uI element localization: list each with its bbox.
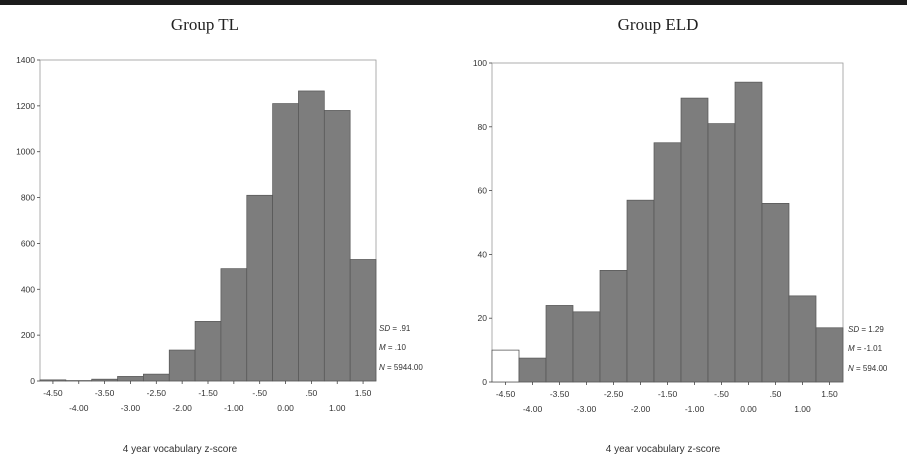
chart2-xtick-label: -2.00 (631, 404, 651, 414)
chart2-stat-sd-value: = 1.29 (859, 325, 884, 334)
chart2-stat-sd-label: SD (848, 325, 859, 334)
chart2-xtick-label: -1.00 (685, 404, 705, 414)
chart1-bar (117, 376, 144, 382)
chart1-ytick-label: 1400 (16, 55, 35, 65)
chart2-stat-n-value: = 594.00 (854, 364, 888, 373)
chart2-bar (707, 123, 736, 383)
chart2-bar (761, 203, 790, 383)
chart1-xtick-label: -4.00 (69, 403, 89, 413)
chart2-xtick-label: -4.00 (523, 404, 543, 414)
chart2-xtick-label: 1.50 (821, 389, 838, 399)
chart1-stat-sd-value: = .91 (390, 324, 411, 333)
chart2-xtick-label: -4.50 (496, 389, 516, 399)
chart2-stat-m: M = -1.01 (848, 344, 883, 353)
chart1-ytick-label: 400 (21, 284, 35, 294)
chart1-ytick-label: 0 (30, 376, 35, 386)
chart2-xtick-label: .50 (770, 389, 782, 399)
top-rule (0, 0, 907, 5)
chart1-ytick-label: 200 (21, 330, 35, 340)
chart1-stat-n: N = 5944.00 (379, 363, 423, 372)
chart2-bar (734, 81, 763, 383)
chart2-stat-sd: SD = 1.29 (848, 325, 884, 334)
chart2-xtick-label: -3.50 (550, 389, 570, 399)
chart2-stat-m-label: M (848, 344, 855, 353)
chart1-xtick-label: -4.50 (43, 388, 63, 398)
chart2-xlabel: 4 year vocabulary z-score (606, 444, 721, 455)
chart1-stat-m-label: M (379, 343, 386, 352)
chart2-bar (572, 311, 601, 383)
chart1-bar (220, 268, 248, 382)
chart1-ytick-label: 600 (21, 238, 35, 248)
chart1-bar (272, 103, 299, 382)
chart1-xtick-label: -3.50 (95, 388, 115, 398)
chart2-ytick-label: 20 (478, 313, 488, 323)
chart2-bar (815, 327, 844, 383)
chart1-xtick-label: -2.00 (172, 403, 192, 413)
chart2-xtick-label: 1.00 (794, 404, 811, 414)
chart1-xtick-label: 0.00 (277, 403, 294, 413)
chart2-xtick-label: -2.50 (604, 389, 624, 399)
chart1-xtick-label: -2.50 (147, 388, 167, 398)
chart1-xtick-label: -3.00 (121, 403, 141, 413)
chart2-ytick-label: 60 (478, 186, 488, 196)
chart2-bar (518, 357, 547, 383)
chart2-xtick-label: -1.50 (658, 389, 678, 399)
chart2-bar (626, 199, 655, 383)
chart1-xtick-label: 1.50 (355, 388, 372, 398)
chart2-bar (491, 349, 520, 383)
chart1-stat-m-value: = .10 (386, 343, 407, 352)
chart1-bar (298, 90, 325, 382)
chart1-xtick-label: .50 (305, 388, 317, 398)
chart1-stat-n-value: = 5944.00 (385, 363, 424, 372)
chart1-stat-m: M = .10 (379, 343, 406, 352)
chart2-ytick-label: 0 (482, 377, 487, 387)
chart2-stat-m-value: = -1.01 (855, 344, 883, 353)
chart2-xtick-label: -.50 (714, 389, 729, 399)
chart1-bar (91, 378, 118, 382)
chart1-stat-sd: SD = .91 (379, 324, 411, 333)
chart1-xtick-label: -1.00 (224, 403, 244, 413)
chart1-xtick-label: -1.50 (198, 388, 218, 398)
chart1-stat-sd-label: SD (379, 324, 390, 333)
chart1-ytick-label: 1000 (16, 147, 35, 157)
chart2-ytick-label: 100 (473, 58, 487, 68)
chart1-bar (168, 349, 196, 382)
chart2-bar (599, 270, 628, 383)
chart2-stat-n-label: N (848, 364, 854, 373)
chart2-bar (788, 295, 817, 383)
chart1-bar (349, 259, 377, 382)
chart1-bar (323, 110, 351, 382)
chart2-bar (653, 142, 682, 383)
chart1-bar (39, 379, 67, 382)
chart1-ytick-label: 800 (21, 193, 35, 203)
chart1-xtick-label: -.50 (252, 388, 267, 398)
chart1-xlabel: 4 year vocabulary z-score (123, 444, 238, 455)
chart1-stat-n-label: N (379, 363, 385, 372)
chart2-stat-n: N = 594.00 (848, 364, 888, 373)
chart2-bar (680, 97, 709, 383)
chart1-bar (194, 321, 222, 382)
chart2-ytick-label: 40 (478, 249, 488, 259)
chart1-bar (143, 373, 170, 382)
chart1-title: Group TL (171, 15, 239, 34)
chart1-xtick-label: 1.00 (329, 403, 346, 413)
chart1-bar (246, 194, 273, 382)
chart2-xtick-label: 0.00 (740, 404, 757, 414)
chart2-ytick-label: 80 (478, 122, 488, 132)
chart2-title: Group ELD (618, 15, 699, 34)
chart2-bar (545, 305, 574, 383)
chart1-ytick-label: 1200 (16, 101, 35, 111)
chart2-xtick-label: -3.00 (577, 404, 597, 414)
